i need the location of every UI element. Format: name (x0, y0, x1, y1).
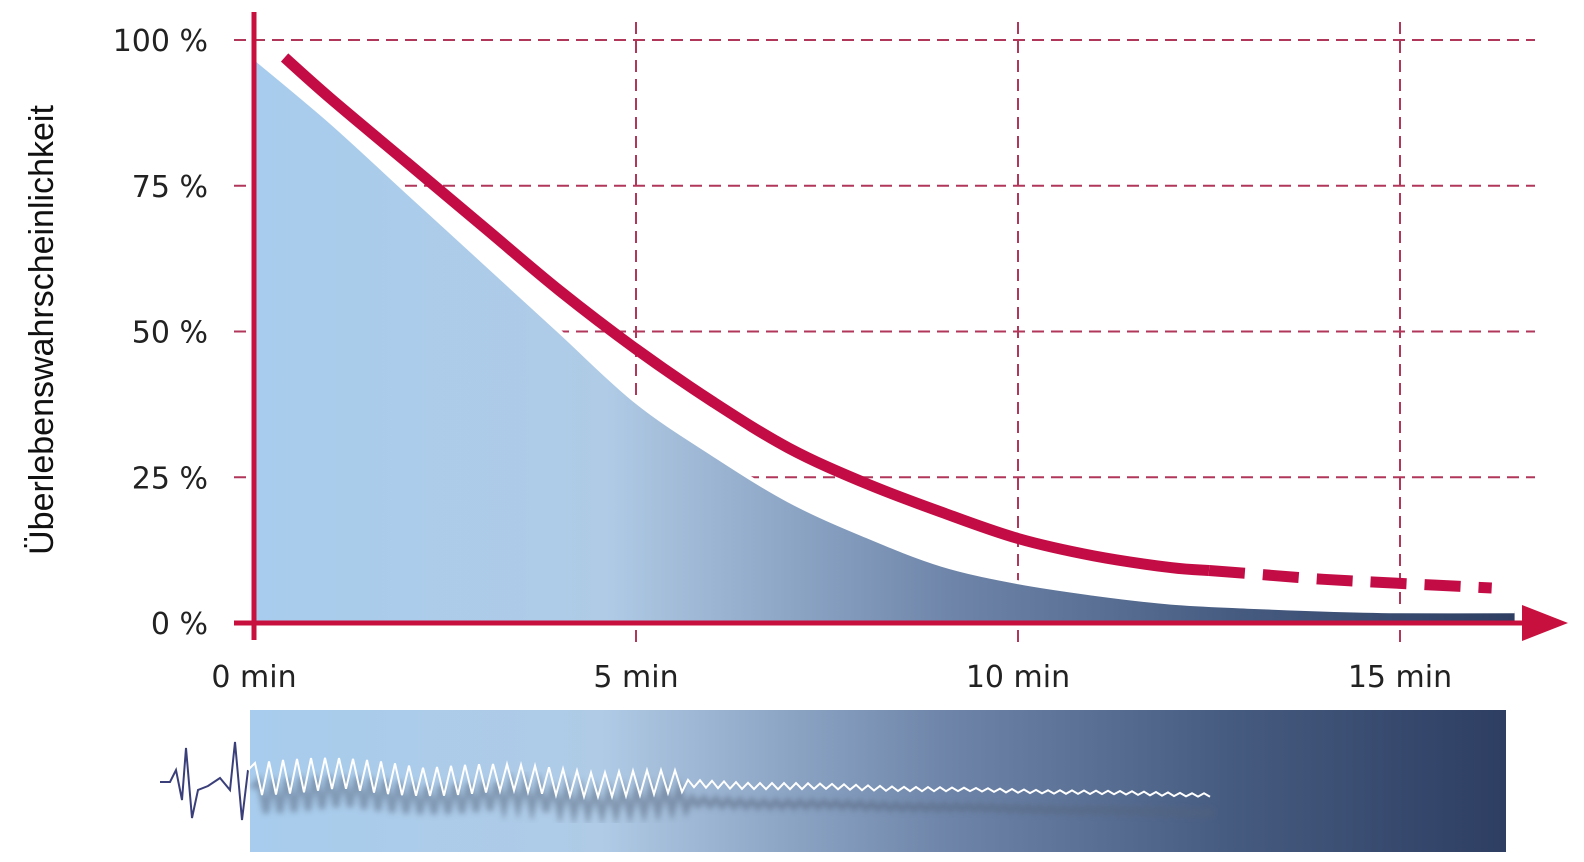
x-tick-label: 10 min (966, 660, 1070, 695)
x-tick-label: 15 min (1348, 660, 1452, 695)
survival-area (254, 57, 1515, 623)
x-axis-arrowhead (1522, 605, 1568, 641)
y-tick-label: 100 % (113, 24, 208, 59)
x-tick-label: 5 min (593, 660, 678, 695)
y-tick-labels: 0 % 25 % 50 % 75 % 100 % (113, 24, 208, 642)
y-tick-label: 50 % (132, 316, 208, 351)
survival-area-edge (252, 55, 1515, 614)
y-tick-label: 25 % (132, 461, 208, 496)
y-tick-label: 0 % (151, 607, 208, 642)
x-tick-labels: 0 min 5 min 10 min 15 min (211, 660, 1452, 695)
ecg-trace (160, 741, 1216, 826)
survival-curve (280, 53, 1210, 576)
survival-curve-dashed (1208, 565, 1492, 594)
y-tick-label: 75 % (132, 170, 208, 205)
y-axis-label: Überlebenswahrscheinlichkeit (23, 105, 61, 555)
ecg-strip (250, 710, 1506, 852)
x-tick-label: 0 min (211, 660, 296, 695)
